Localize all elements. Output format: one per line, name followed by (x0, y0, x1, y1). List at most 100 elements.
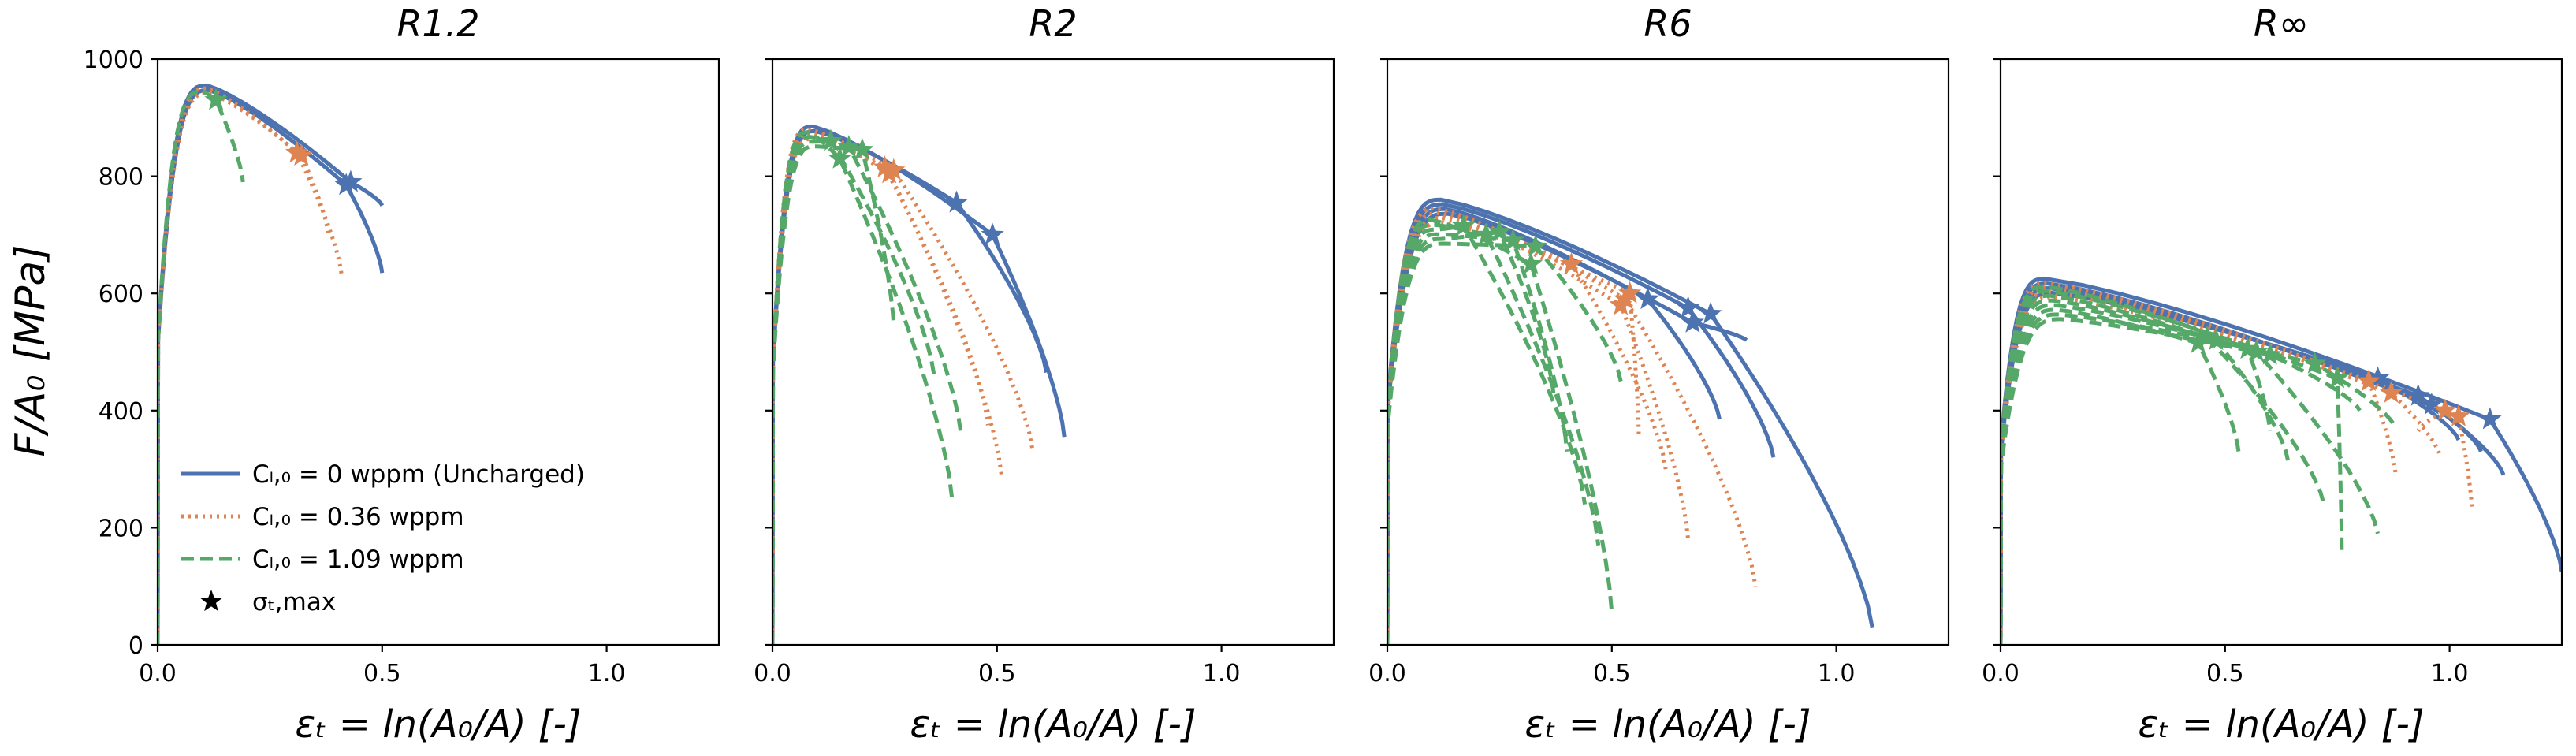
curve-line (772, 132, 1003, 645)
max-stress-star (2186, 330, 2210, 353)
y-axis-label: F/A₀ [MPa] (7, 244, 54, 456)
curve-line (1387, 220, 1641, 645)
curve-line (1387, 229, 1556, 645)
panel-0: R1.2 0 200 400 600 800 1000 0.0 0.5 1.0 εₜ = ln(A₀… (84, 2, 720, 747)
max-stress-star (2204, 328, 2228, 351)
panel-title: R2 (1029, 2, 1077, 45)
max-stress-star (1676, 296, 1700, 318)
curves (158, 83, 385, 645)
x-axis-label: εₜ = ln(A₀/A) [-] (2138, 702, 2424, 747)
x-tick-label: 0.0 (1982, 660, 2019, 687)
curve-line (1387, 224, 1588, 645)
curve-line (1387, 202, 1776, 645)
panel-title: R1.2 (396, 2, 479, 45)
x-tick-label: 0.0 (754, 660, 791, 687)
max-stress-star (1636, 287, 1660, 310)
curve-line (772, 127, 1035, 645)
max-stress-star (1559, 251, 1584, 274)
curve-line (2001, 303, 2273, 645)
max-stress-star (828, 146, 852, 169)
curve-line (1387, 222, 1601, 645)
curve-line (2001, 284, 2380, 645)
curve-line (1387, 241, 1623, 645)
x-tick-label: 0.0 (1368, 660, 1406, 687)
y-tick-label: 800 (99, 164, 143, 192)
x-tick-label: 1.0 (1818, 660, 1856, 687)
x-tick-label: 0.5 (1593, 660, 1631, 687)
curve-line (1387, 207, 1758, 645)
legend-star-icon (199, 590, 223, 612)
legend-label: σₜ,max (252, 588, 336, 616)
max-stress-star (334, 173, 358, 196)
legend-entry: Cₗ,₀ = 1.09 wppm (181, 546, 464, 574)
curve-line (772, 128, 1048, 645)
curve-line (2001, 312, 2398, 645)
curve-line (2001, 317, 2362, 645)
curves (772, 124, 1067, 645)
curve-line (2001, 298, 2290, 645)
legend-box (172, 440, 645, 629)
max-stress-star (2379, 381, 2403, 403)
x-axis-label: εₜ = ln(A₀/A) [-] (295, 702, 581, 747)
legend-label: Cₗ,₀ = 0.36 wppm (252, 503, 464, 531)
x-tick-label: 1.0 (2431, 660, 2469, 687)
max-stress-star (2407, 383, 2430, 406)
max-stress-star (873, 155, 897, 177)
curve-line (1387, 207, 1722, 645)
curve-line (2001, 289, 2344, 645)
max-stress-star (1519, 251, 1543, 274)
x-tick-label: 0.5 (363, 660, 401, 687)
legend-label: Cₗ,₀ = 0 wppm (Uncharged) (252, 460, 585, 489)
curve-line (772, 144, 896, 645)
max-stress-star (1524, 234, 1547, 257)
curve-line (772, 136, 990, 645)
panels: R1.2 0 200 400 600 800 1000 0.0 0.5 1.0 εₜ = ln(A₀… (84, 2, 2563, 747)
max-stress-star (2357, 369, 2381, 392)
max-stress-star (1487, 219, 1512, 242)
curve-line (2001, 290, 2448, 645)
curve-line (2001, 307, 2241, 645)
max-stress-star (2258, 342, 2282, 365)
panel-1: R2 0.0 0.5 1.0 εₜ = ln(A₀/A) [-] (754, 2, 1335, 747)
curve-line (772, 124, 1067, 645)
x-tick-label: 1.0 (588, 660, 626, 687)
y-tick-label: 0 (128, 632, 143, 660)
x-tick-label: 0.5 (978, 660, 1016, 687)
panel-3: R∞ 0.0 0.5 1.0 εₜ = ln(A₀/A) [-] (1982, 2, 2563, 747)
panel-title: R6 (1644, 2, 1692, 45)
max-stress-star (944, 190, 969, 213)
max-stress-star (2303, 351, 2327, 374)
curve-line (1387, 211, 1748, 645)
panel-title: R∞ (2254, 2, 2309, 45)
max-stress-star (1609, 292, 1632, 315)
x-tick-label: 0.0 (139, 660, 177, 687)
max-stress-star (837, 135, 861, 157)
plot-frame (1999, 58, 2563, 646)
max-stress-star (2325, 366, 2349, 389)
y-tick-label: 400 (99, 398, 143, 426)
curve-line (1387, 197, 1874, 645)
y-tick-label: 200 (99, 515, 143, 542)
y-tick-label: 1000 (84, 47, 143, 74)
max-stress-star (819, 128, 843, 151)
curves (1387, 197, 1874, 645)
legend: Cₗ,₀ = 0 wppm (Uncharged) Cₗ,₀ = 0.36 wpp… (172, 440, 645, 629)
panel-2: R6 0.0 0.5 1.0 εₜ = ln(A₀/A) [-] (1368, 2, 1950, 747)
max-stress-star (2235, 337, 2259, 359)
max-stress-star (2433, 398, 2457, 421)
curve-line (2001, 277, 2562, 645)
curve-line (1387, 232, 1569, 645)
x-tick-label: 1.0 (1203, 660, 1241, 687)
max-stress-star (204, 88, 228, 110)
max-stress-star (289, 143, 313, 166)
legend-entry: Cₗ,₀ = 0 wppm (Uncharged) (181, 460, 585, 489)
curve-line (772, 139, 936, 645)
max-stress-star (981, 222, 1004, 245)
max-stress-star (2478, 407, 2502, 430)
curve-line (158, 89, 245, 645)
y-tick-label: 600 (99, 281, 143, 308)
curve-line (772, 135, 963, 645)
max-stress-star (1699, 301, 1722, 324)
max-stress-star (1681, 310, 1704, 333)
